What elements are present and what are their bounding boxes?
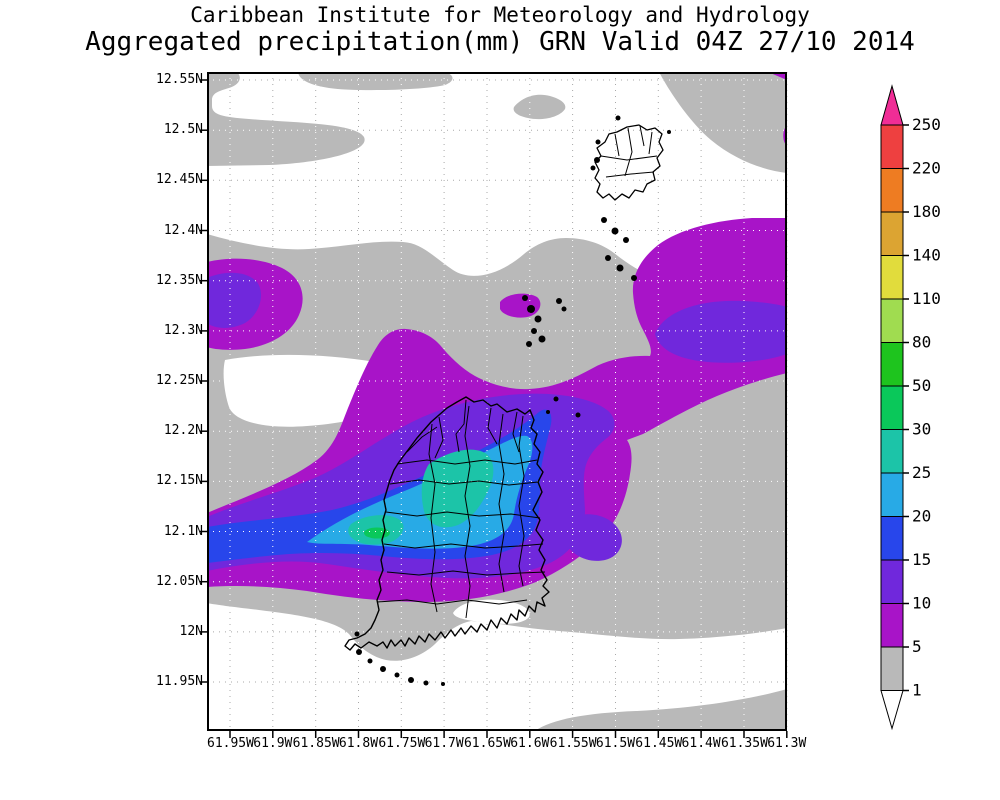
lat-label-12.45N: 12.45N: [156, 172, 203, 188]
colorbar-label-25: 25: [912, 463, 931, 482]
precipitation-map: [200, 72, 788, 738]
colorbar-segment: [880, 298, 904, 343]
colorbar-label-10: 10: [912, 594, 931, 613]
colorbar-label-15: 15: [912, 550, 931, 569]
colorbar-segment: [880, 516, 904, 561]
colorbar-segment: [880, 342, 904, 387]
lon-label-61.5W: 61.5W: [595, 736, 636, 751]
lat-label-11.95N: 11.95N: [156, 674, 203, 690]
colorbar-segment: [880, 472, 904, 517]
colorbar-label-110: 110: [912, 289, 941, 308]
lon-label-61.4W: 61.4W: [681, 736, 721, 751]
carriacou-coastline: [594, 124, 664, 201]
ronde-islets: [522, 295, 581, 418]
southern-islets: [354, 631, 445, 686]
map-border: [207, 72, 787, 731]
lon-label-61.45W: 61.45W: [635, 736, 683, 751]
lat-label-12.35N: 12.35N: [156, 272, 203, 288]
contour-fill-25-30mm: [348, 449, 494, 545]
colorbar-segment: [880, 559, 904, 604]
colorbar-label-50: 50: [912, 376, 931, 395]
colorbar-segment: [880, 646, 904, 691]
page-title: Caribbean Institute for Meteorology and …: [190, 3, 810, 27]
colorbar-label-5: 5: [912, 637, 922, 656]
lon-label-61.3W: 61.3W: [767, 736, 807, 751]
colorbar-segment: [880, 211, 904, 256]
lon-label-61.85W: 61.85W: [292, 736, 340, 751]
lon-label-61.35W: 61.35W: [720, 736, 768, 751]
lon-label-61.8W: 61.8W: [338, 736, 379, 751]
lon-label-61.95W: 61.95W: [207, 736, 254, 751]
grenada-coastline: [344, 396, 550, 651]
colorbar-segment: [880, 385, 904, 430]
lat-label-12N: 12N: [179, 623, 203, 639]
colorbar-segment: [880, 255, 904, 300]
lat-label-12.1N: 12.1N: [163, 523, 203, 539]
lat-label-12.05N: 12.05N: [156, 573, 203, 589]
contour-fill-30-50mm: [364, 527, 390, 539]
lat-label-12.55N: 12.55N: [156, 72, 203, 87]
colorbar-label-250: 250: [912, 115, 941, 134]
lon-label-61.9W: 61.9W: [253, 736, 293, 751]
lon-label-61.75W: 61.75W: [378, 736, 426, 751]
grenada-internal-boundaries: [376, 399, 546, 619]
colorbar-label-20: 20: [912, 507, 931, 526]
colorbar-label-140: 140: [912, 246, 941, 265]
colorbar-label-30: 30: [912, 420, 931, 439]
lon-label-61.65W: 61.65W: [463, 736, 511, 751]
colorbar-top-arrow: [880, 84, 904, 126]
lat-label-12.15N: 12.15N: [156, 473, 203, 489]
colorbar-label-1: 1: [912, 681, 922, 700]
lat-label-12.5N: 12.5N: [163, 122, 203, 138]
grenada-island: [344, 396, 550, 651]
colorbar-segment: [880, 429, 904, 474]
colorbar-segment: [880, 603, 904, 648]
grenadine-islets: [590, 115, 671, 281]
colorbar-bottom-arrow: [880, 690, 904, 731]
page-subtitle: Aggregated precipitation(mm) GRN Valid 0…: [85, 27, 915, 57]
colorbar-label-220: 220: [912, 159, 941, 178]
colorbar-segment: [880, 124, 904, 169]
lat-label-12.25N: 12.25N: [156, 373, 203, 389]
carriacou-island: [594, 124, 664, 201]
carriacou-internal-boundaries: [600, 125, 658, 178]
lon-label-61.6W: 61.6W: [510, 736, 550, 751]
lon-label-61.55W: 61.55W: [549, 736, 597, 751]
axis-ticks: [200, 79, 788, 738]
colorbar-segment: [880, 168, 904, 213]
colorbar-label-80: 80: [912, 333, 931, 352]
lat-label-12.2N: 12.2N: [163, 423, 203, 439]
lat-label-12.4N: 12.4N: [163, 222, 203, 238]
lon-label-61.7W: 61.7W: [424, 736, 464, 751]
colorbar-label-180: 180: [912, 202, 941, 221]
precipitation-colorbar: 250 220 180 140 110 80 50 30 25 20 15 10 5 1: [880, 84, 941, 731]
lat-label-12.3N: 12.3N: [163, 322, 203, 338]
